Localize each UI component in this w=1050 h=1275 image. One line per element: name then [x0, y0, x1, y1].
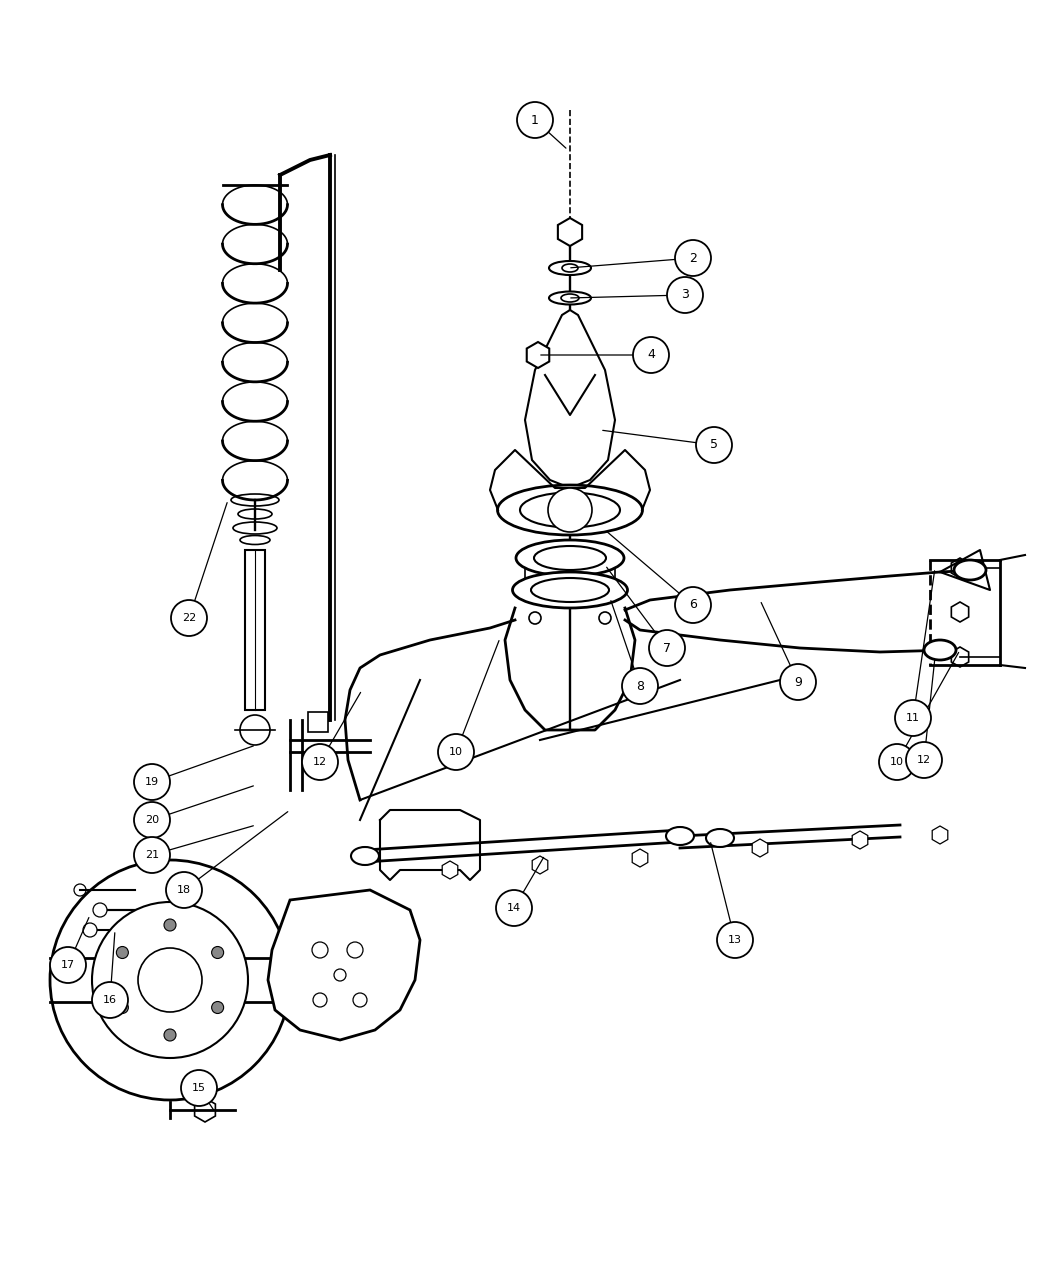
Ellipse shape	[240, 536, 270, 544]
Circle shape	[134, 802, 170, 838]
Circle shape	[780, 664, 816, 700]
Circle shape	[164, 1029, 176, 1040]
Circle shape	[171, 601, 207, 636]
Circle shape	[117, 946, 128, 959]
Circle shape	[240, 715, 270, 745]
Ellipse shape	[534, 546, 606, 570]
Text: 18: 18	[177, 885, 191, 895]
Circle shape	[93, 903, 107, 917]
Text: 3: 3	[681, 288, 689, 301]
Text: 17: 17	[61, 960, 75, 970]
Text: 1: 1	[531, 113, 539, 126]
Ellipse shape	[706, 829, 734, 847]
Ellipse shape	[231, 493, 279, 506]
Text: 15: 15	[192, 1082, 206, 1093]
Ellipse shape	[549, 292, 591, 305]
Ellipse shape	[666, 827, 694, 845]
Text: 5: 5	[710, 439, 718, 451]
Bar	[308, 711, 328, 732]
Text: 16: 16	[103, 994, 117, 1005]
Circle shape	[548, 488, 592, 532]
Circle shape	[667, 277, 704, 312]
Circle shape	[181, 1070, 217, 1105]
Ellipse shape	[549, 261, 591, 275]
Ellipse shape	[562, 264, 578, 272]
Circle shape	[312, 942, 328, 958]
Circle shape	[212, 946, 224, 959]
Ellipse shape	[924, 640, 956, 660]
Text: 4: 4	[647, 348, 655, 362]
Text: 10: 10	[890, 757, 904, 768]
Bar	[245, 550, 265, 710]
Text: 21: 21	[145, 850, 159, 861]
Polygon shape	[268, 890, 420, 1040]
Ellipse shape	[954, 560, 986, 580]
Circle shape	[212, 1001, 224, 1014]
Text: 8: 8	[636, 680, 644, 692]
Circle shape	[895, 700, 931, 736]
Ellipse shape	[512, 572, 628, 608]
Text: 12: 12	[313, 757, 327, 768]
Circle shape	[496, 890, 532, 926]
Circle shape	[92, 982, 128, 1017]
Circle shape	[134, 764, 170, 799]
Polygon shape	[525, 310, 615, 488]
Circle shape	[302, 745, 338, 780]
Circle shape	[346, 942, 363, 958]
Text: 19: 19	[145, 776, 159, 787]
Circle shape	[166, 872, 202, 908]
Text: 6: 6	[689, 598, 697, 612]
Circle shape	[134, 836, 170, 873]
Circle shape	[598, 612, 611, 623]
Circle shape	[50, 947, 86, 983]
Circle shape	[50, 861, 290, 1100]
Circle shape	[313, 993, 327, 1007]
Circle shape	[879, 745, 915, 780]
Ellipse shape	[561, 295, 579, 302]
Text: 12: 12	[917, 755, 931, 765]
Circle shape	[438, 734, 474, 770]
Circle shape	[675, 586, 711, 623]
Circle shape	[92, 901, 248, 1058]
Circle shape	[138, 949, 202, 1012]
Circle shape	[164, 919, 176, 931]
Text: 14: 14	[507, 903, 521, 913]
Ellipse shape	[233, 521, 277, 534]
Ellipse shape	[516, 541, 624, 576]
Text: 11: 11	[906, 713, 920, 723]
Text: 9: 9	[794, 676, 802, 688]
Circle shape	[74, 884, 86, 896]
Ellipse shape	[498, 484, 643, 536]
Circle shape	[353, 993, 367, 1007]
Circle shape	[83, 923, 97, 937]
Circle shape	[334, 969, 346, 980]
Circle shape	[717, 922, 753, 958]
Text: 20: 20	[145, 815, 159, 825]
Ellipse shape	[351, 847, 379, 864]
Circle shape	[529, 612, 541, 623]
Text: 22: 22	[182, 613, 196, 623]
Circle shape	[622, 668, 658, 704]
Circle shape	[906, 742, 942, 778]
Ellipse shape	[520, 492, 620, 528]
Circle shape	[649, 630, 685, 666]
Text: 7: 7	[663, 641, 671, 654]
Circle shape	[633, 337, 669, 374]
Circle shape	[94, 904, 106, 915]
Text: 2: 2	[689, 251, 697, 264]
Circle shape	[675, 240, 711, 275]
Ellipse shape	[238, 509, 272, 519]
Circle shape	[517, 102, 553, 138]
Circle shape	[117, 1001, 128, 1014]
Ellipse shape	[531, 578, 609, 602]
Circle shape	[696, 427, 732, 463]
Text: 13: 13	[728, 935, 742, 945]
Text: 10: 10	[449, 747, 463, 757]
